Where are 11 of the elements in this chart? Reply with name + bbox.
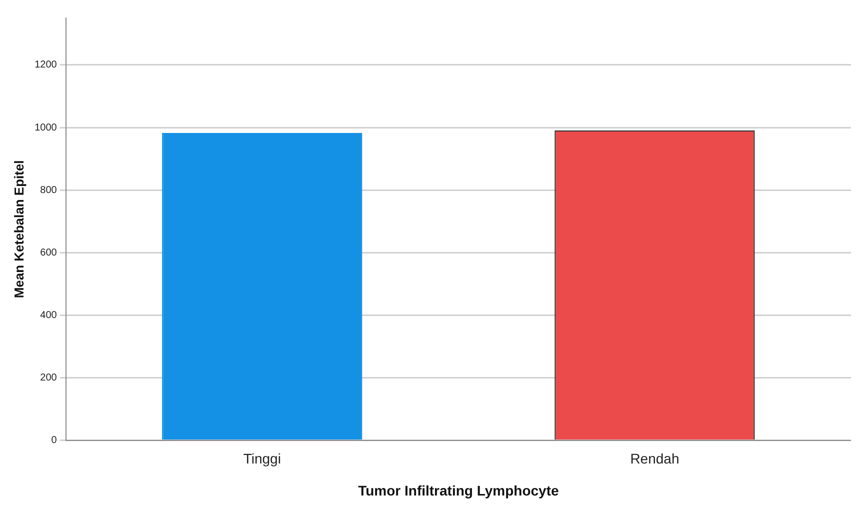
y-axis-title: Mean Ketebalan Epitel (11, 160, 26, 298)
x-tick-label: Rendah (630, 450, 680, 467)
y-tick-label: 800 (40, 184, 58, 196)
y-tick-label: 1200 (34, 60, 58, 71)
y-tick-label: 1000 (34, 122, 58, 134)
y-tick-label: 400 (40, 310, 58, 321)
y-tick-label: 0 (51, 435, 58, 446)
x-axis-title: Tumor Infiltrating Lymphocyte (358, 482, 559, 498)
y-tick-label: 600 (40, 247, 58, 258)
y-tick-label: 200 (40, 372, 58, 384)
x-tick-label: Tinggi (243, 450, 281, 467)
